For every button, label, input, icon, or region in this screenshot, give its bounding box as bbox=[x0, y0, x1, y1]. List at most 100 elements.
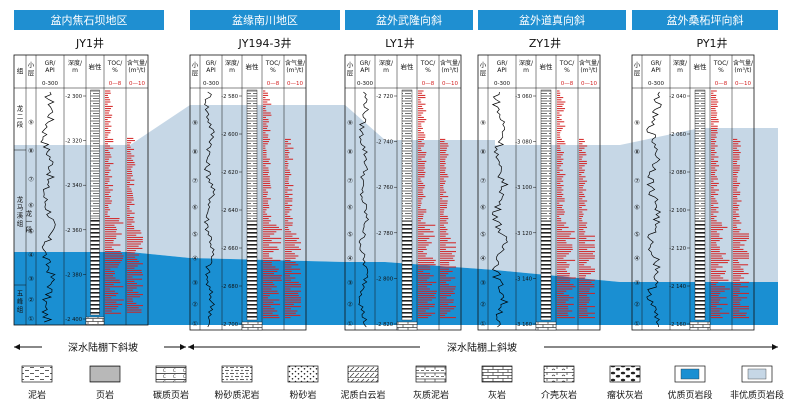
layer-header-char: 小 bbox=[192, 60, 199, 69]
gr-header-line: API bbox=[651, 67, 661, 74]
toc-header-line: TOC/ bbox=[713, 60, 730, 67]
gas-scale: 0—10 bbox=[129, 81, 145, 87]
gas-header: 含气量/(m³/t) bbox=[285, 59, 306, 74]
depth-label: -2 400 bbox=[65, 317, 82, 323]
well-name: JY1井 bbox=[75, 36, 104, 50]
gas-header-line: 含气量/ bbox=[579, 59, 600, 67]
depth-label: -2 820 bbox=[376, 322, 393, 328]
lithology-base-limestone bbox=[241, 321, 263, 331]
gr-header: GR/API bbox=[651, 60, 663, 74]
lithology-lower-block bbox=[694, 220, 706, 321]
gr-header-line: API bbox=[497, 67, 507, 74]
layer-header-char: 层 bbox=[192, 69, 199, 77]
gr-header: GR/API bbox=[497, 60, 509, 74]
layer-number: ⑥ bbox=[634, 204, 640, 212]
depth-header-line: 深度/ bbox=[519, 59, 534, 67]
facies-arrowhead bbox=[14, 344, 20, 350]
layer-number: ① bbox=[634, 320, 640, 328]
layer-header: 小层 bbox=[634, 60, 641, 77]
formation-label-char: 龙 bbox=[26, 209, 33, 218]
gas-header-line: 含气量/ bbox=[733, 59, 754, 67]
formation-label-char: 组 bbox=[17, 305, 24, 314]
toc-header: TOC/% bbox=[420, 60, 437, 74]
gr-log-curve bbox=[358, 91, 370, 328]
gr-log-curve bbox=[491, 91, 509, 328]
depth-label: -2 080 bbox=[669, 170, 686, 176]
depth-label: -2 780 bbox=[376, 231, 393, 237]
legend-label: 碳质页岩 bbox=[153, 389, 189, 401]
depth-label: -3 100 bbox=[515, 185, 532, 191]
layer-header-char: 层 bbox=[28, 69, 35, 77]
legend-label: 优质页岩段 bbox=[667, 389, 712, 401]
legend-swatch bbox=[287, 365, 319, 383]
lithology-lower-block bbox=[401, 220, 413, 321]
legend-swatch bbox=[415, 365, 447, 383]
lithology-upper-block bbox=[540, 89, 552, 222]
lithology-header: 岩性 bbox=[246, 62, 260, 71]
layer-number: ② bbox=[347, 301, 353, 309]
gr-header-line: API bbox=[45, 67, 55, 74]
toc-header: TOC/% bbox=[713, 60, 730, 74]
layer-header-char: 小 bbox=[347, 60, 354, 69]
lithology-base-limestone bbox=[535, 321, 557, 331]
layer-number: ① bbox=[347, 320, 353, 328]
legend-label: 瘤状灰岩 bbox=[607, 389, 643, 401]
layer-header: 小层 bbox=[192, 60, 199, 77]
layer-number: ⑤ bbox=[634, 230, 640, 238]
facies-label-bg bbox=[42, 340, 164, 354]
gas-header-line: 含气量/ bbox=[440, 59, 461, 67]
layer-number: ⑧ bbox=[634, 148, 640, 156]
layer-number: ① bbox=[192, 320, 198, 328]
layer-number: ② bbox=[28, 296, 34, 304]
gr-scale: 0-300 bbox=[357, 81, 373, 87]
layer-number: ⑥ bbox=[192, 204, 198, 212]
layer-header: 小层 bbox=[347, 60, 354, 77]
depth-label: -2 380 bbox=[65, 272, 82, 278]
depth-label: -2 600 bbox=[221, 132, 238, 138]
depth-label: -2 720 bbox=[376, 94, 393, 100]
depth-label: -2 580 bbox=[221, 94, 238, 100]
depth-header-line: m bbox=[72, 67, 78, 74]
toc-header-line: % bbox=[425, 67, 431, 74]
layer-header-char: 小 bbox=[28, 60, 35, 69]
gas-scale: 0—10 bbox=[287, 81, 303, 87]
gr-header: GR/API bbox=[360, 60, 372, 74]
depth-label: -2 700 bbox=[221, 322, 238, 328]
layer-number: ⑨ bbox=[634, 119, 640, 127]
lithology-lower-block bbox=[540, 220, 552, 321]
lithology-upper-block bbox=[694, 89, 706, 222]
depth-header-line: m bbox=[383, 67, 389, 74]
region-header-title: 盆缘南川地区 bbox=[232, 13, 298, 27]
legend-label: 页岩 bbox=[96, 389, 114, 401]
layer-number: ⑧ bbox=[347, 148, 353, 156]
non-quality-shale-band bbox=[14, 105, 778, 282]
legend-label: 泥质白云岩 bbox=[340, 389, 385, 401]
depth-label: -2 040 bbox=[669, 94, 686, 100]
gr-scale: 0-300 bbox=[42, 81, 58, 87]
layer-number: ③ bbox=[347, 279, 353, 287]
layer-header-char: 层 bbox=[480, 69, 487, 77]
facies-arrowhead bbox=[772, 344, 778, 350]
lithology-upper-block bbox=[401, 89, 413, 222]
layer-number: ⑧ bbox=[28, 147, 34, 155]
gas-header-line: (m³/t) bbox=[734, 67, 751, 74]
depth-label: -2 160 bbox=[669, 322, 686, 328]
layer-number: ③ bbox=[192, 279, 198, 287]
gr-scale: 0-300 bbox=[648, 81, 664, 87]
layer-number: ⑦ bbox=[347, 177, 353, 185]
gas-header-line: (m³/t) bbox=[580, 67, 597, 74]
layer-number: ⑨ bbox=[347, 119, 353, 127]
depth-label: -2 800 bbox=[376, 276, 393, 282]
toc-header: TOC/% bbox=[559, 60, 576, 74]
toc-scale: 0—8 bbox=[561, 81, 574, 87]
formation-label-char: 段 bbox=[17, 120, 24, 129]
layer-number: ⑧ bbox=[192, 148, 198, 156]
gr-scale: 0-300 bbox=[203, 81, 219, 87]
region-header-title: 盆外桑柘坪向斜 bbox=[667, 13, 744, 27]
depth-header-line: 深度/ bbox=[379, 59, 394, 67]
region-header-bar bbox=[632, 10, 778, 30]
layer-number: ⑧ bbox=[480, 148, 486, 156]
layer-number: ⑤ bbox=[192, 230, 198, 238]
